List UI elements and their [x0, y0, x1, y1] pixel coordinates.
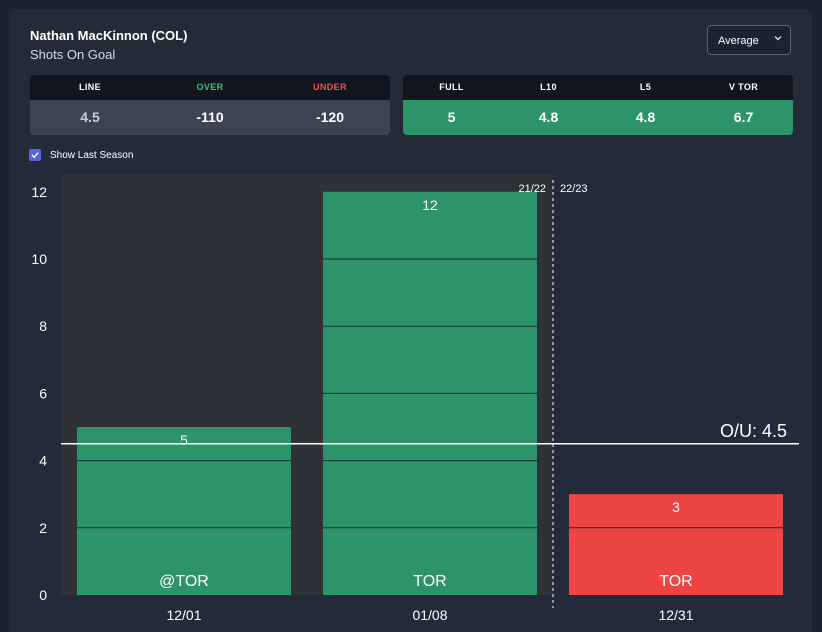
- player-name: Nathan MacKinnon (COL): [30, 28, 188, 43]
- avg-header-vs-tor: V TOR: [728, 82, 759, 92]
- x-tick-label: 01/08: [412, 607, 447, 623]
- avg-header-l10: L10: [540, 82, 557, 92]
- odds-header-over: OVER: [196, 82, 224, 92]
- avg-full-value: 5: [447, 109, 456, 125]
- averages-table: FULL L10 L5 V TOR 5 4.8 4.8 6.7: [403, 75, 793, 135]
- x-tick-label: 12/31: [658, 607, 693, 623]
- odds-line-value: 4.5: [80, 109, 100, 125]
- stat-name: Shots On Goal: [30, 47, 116, 62]
- averages-table-values: 5 4.8 4.8 6.7: [403, 100, 793, 135]
- avg-vs-tor-value: 6.7: [733, 109, 754, 125]
- bar-opponent-label: @TOR: [159, 573, 209, 590]
- y-tick-label: 12: [31, 184, 47, 200]
- season-label-previous: 21/22: [518, 183, 546, 195]
- bar-12-31: [568, 494, 784, 595]
- y-tick-label: 10: [31, 251, 47, 267]
- y-tick-label: 2: [39, 520, 47, 536]
- avg-l10-value: 4.8: [538, 109, 559, 125]
- checkmark-icon: [31, 152, 39, 159]
- bar-opponent-label: TOR: [659, 573, 692, 590]
- odds-table: LINE OVER UNDER 4.5 -110 -120: [30, 75, 390, 135]
- chevron-down-icon: [774, 36, 782, 41]
- show-last-season-checkbox[interactable]: [29, 149, 41, 161]
- avg-header-full: FULL: [439, 82, 464, 92]
- dropdown-label: Average: [718, 35, 759, 47]
- odds-header-under: UNDER: [312, 82, 347, 92]
- odds-table-values: 4.5 -110 -120: [30, 100, 390, 135]
- y-tick-label: 6: [39, 385, 47, 401]
- odds-under-value: -120: [315, 109, 345, 125]
- bar-opponent-label: TOR: [413, 573, 446, 590]
- season-label-current: 22/23: [560, 183, 588, 195]
- bar-12-01: [76, 427, 292, 595]
- y-tick-label: 0: [39, 587, 47, 603]
- y-tick-label: 4: [39, 453, 47, 469]
- odds-over-value: -110: [196, 109, 224, 125]
- y-tick-label: 8: [39, 318, 47, 334]
- x-tick-label: 12/01: [166, 607, 201, 623]
- bar-value-label: 12: [422, 197, 438, 213]
- avg-header-l5: L5: [639, 82, 652, 92]
- show-last-season-label: Show Last Season: [50, 150, 134, 161]
- bar-value-label: 5: [180, 432, 188, 448]
- average-dropdown[interactable]: Average: [707, 25, 791, 55]
- averages-table-header: FULL L10 L5 V TOR: [403, 75, 793, 100]
- avg-l5-value: 4.8: [635, 109, 656, 125]
- over-under-label: O/U: 4.5: [720, 421, 787, 441]
- bar-value-label: 3: [672, 499, 680, 515]
- odds-header-line: LINE: [78, 82, 102, 92]
- odds-table-header: LINE OVER UNDER: [30, 75, 390, 100]
